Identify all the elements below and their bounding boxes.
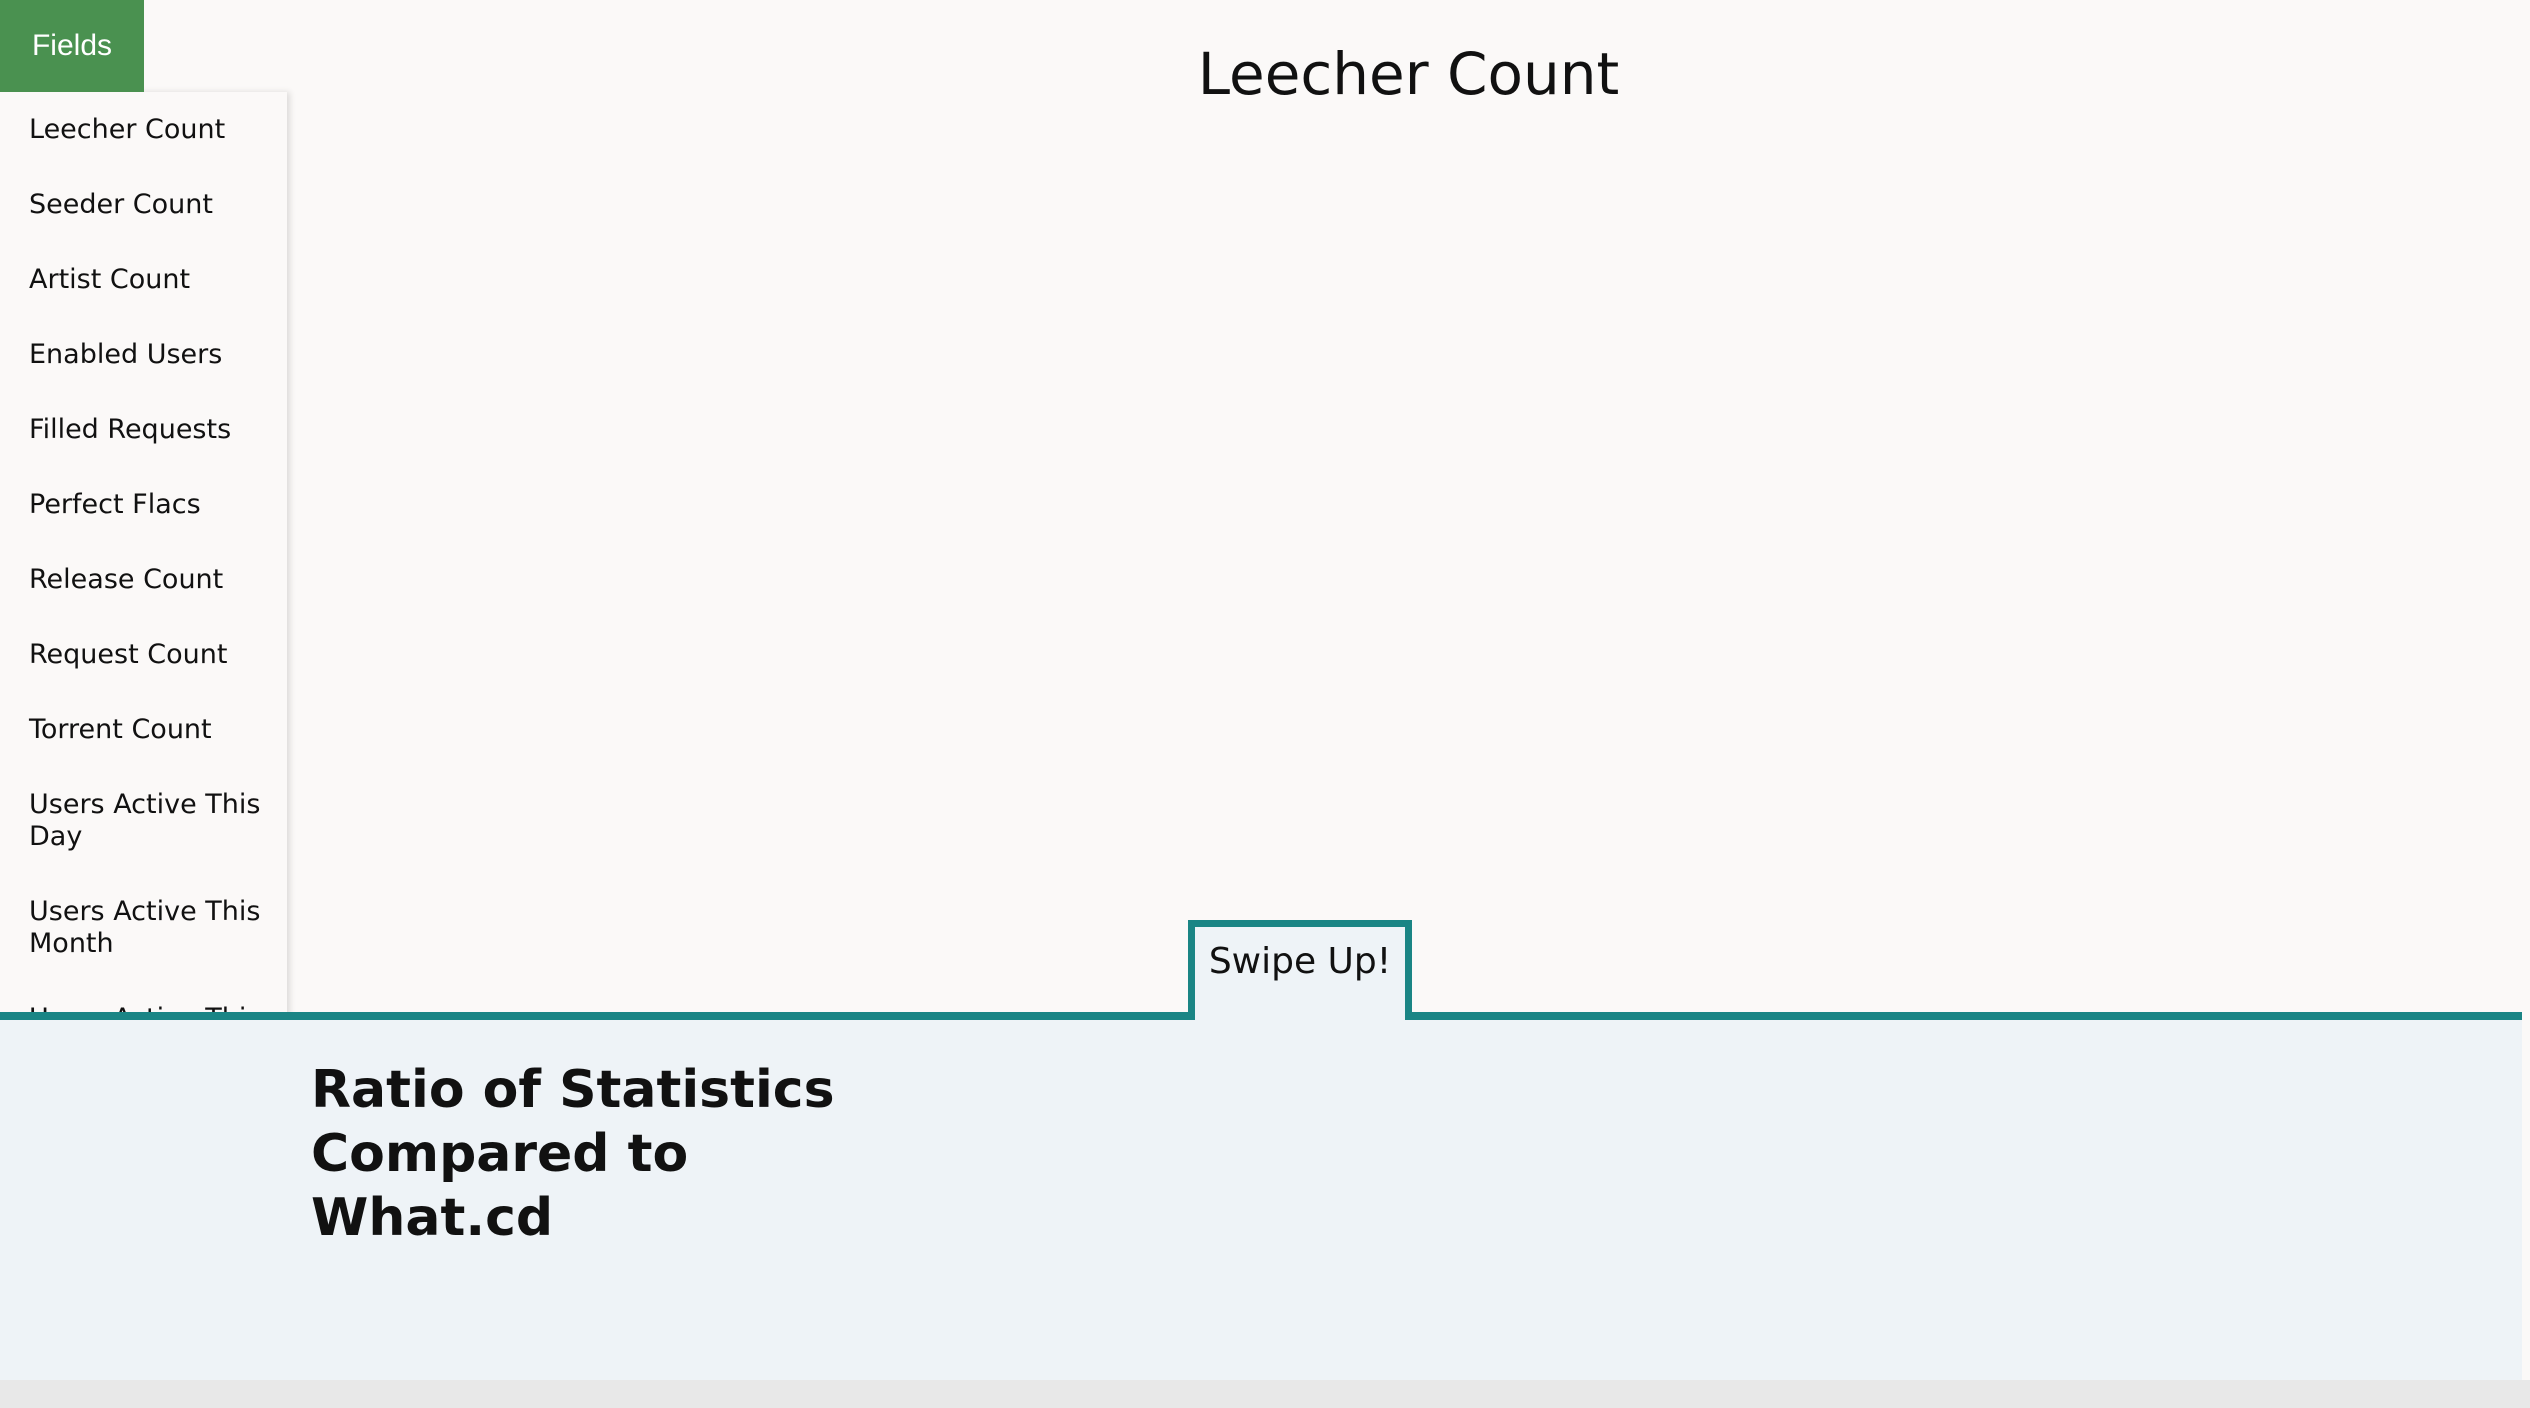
sidebar-item[interactable]: Users Active This Month [29, 895, 261, 959]
footer-strip [0, 1380, 2530, 1408]
bottom-panel [0, 1012, 2522, 1388]
swipe-tab[interactable]: Swipe Up! [1188, 920, 1412, 1020]
sidebar-item[interactable]: Seeder Count [29, 188, 213, 220]
sidebar-item[interactable]: Leecher Count [29, 113, 226, 145]
sidebar: Leecher Count Seeder Count Artist Count Ena… [0, 92, 287, 1092]
panel-heading: Ratio of Statistics Compared to What.cd [311, 1060, 835, 1248]
fields-button[interactable]: Fields [0, 0, 144, 92]
page-title: Leecher Count [1197, 40, 1620, 108]
sidebar-item[interactable]: Filled Requests [29, 413, 232, 445]
sidebar-item[interactable]: Torrent Count [29, 713, 212, 745]
sidebar-item[interactable]: Artist Count [29, 263, 191, 295]
sidebar-item[interactable]: Users Active This Day [29, 788, 261, 852]
sidebar-item[interactable]: Enabled Users [29, 338, 223, 370]
sidebar-item[interactable]: Request Count [29, 638, 228, 670]
sidebar-item[interactable]: Release Count [29, 563, 224, 595]
sidebar-item[interactable]: Perfect Flacs [29, 488, 201, 520]
